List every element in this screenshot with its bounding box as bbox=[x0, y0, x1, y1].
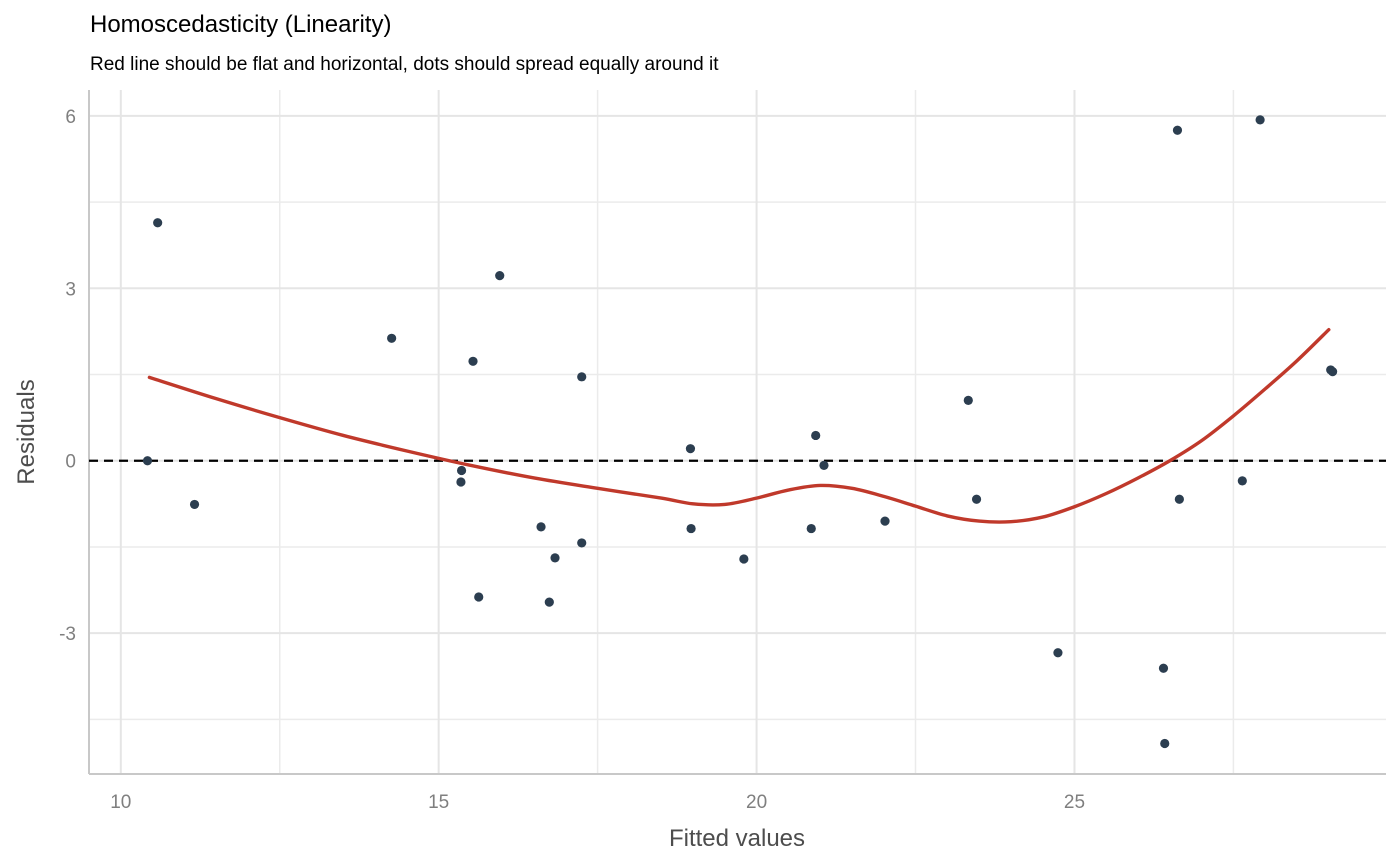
residual-point bbox=[685, 444, 696, 454]
x-tick-label: 10 bbox=[110, 792, 131, 813]
chart-subtitle: Red line should be flat and horizontal, … bbox=[90, 54, 719, 75]
residual-point bbox=[819, 460, 829, 470]
y-tick-label: 3 bbox=[65, 279, 76, 300]
chart-title: Homoscedasticity (Linearity) bbox=[90, 11, 391, 38]
y-tick-labels: -3 0 3 6 bbox=[59, 107, 76, 645]
residual-point bbox=[153, 218, 163, 228]
x-tick-label: 25 bbox=[1064, 792, 1085, 813]
residual-point bbox=[880, 516, 890, 526]
x-tick-label: 15 bbox=[428, 792, 449, 813]
residual-point bbox=[1327, 367, 1338, 377]
residual-point bbox=[577, 538, 587, 548]
residual-point bbox=[189, 499, 200, 510]
axes bbox=[88, 90, 1386, 775]
residual-point bbox=[739, 554, 749, 564]
residual-point bbox=[806, 523, 816, 534]
x-tick-label: 20 bbox=[746, 792, 767, 813]
y-axis-title: Residuals bbox=[13, 379, 40, 484]
residual-point bbox=[495, 271, 505, 281]
residual-point bbox=[456, 465, 467, 476]
residual-point bbox=[550, 553, 560, 563]
residual-point bbox=[544, 597, 554, 607]
residual-point bbox=[1174, 494, 1184, 504]
residual-point bbox=[536, 522, 546, 532]
residual-point bbox=[1053, 648, 1063, 658]
residual-point bbox=[456, 477, 466, 487]
residual-point bbox=[1160, 738, 1170, 749]
residual-point bbox=[1172, 125, 1183, 135]
residual-point bbox=[811, 430, 821, 441]
residual-point bbox=[142, 456, 153, 466]
smooth-line-group bbox=[147, 327, 1331, 524]
residual-point bbox=[1255, 115, 1265, 125]
points-group bbox=[142, 115, 1338, 749]
x-tick-labels: 10 15 20 25 bbox=[110, 792, 1085, 813]
y-tick-label: 0 bbox=[65, 452, 76, 473]
residual-point bbox=[474, 592, 484, 602]
residual-point bbox=[686, 523, 696, 534]
grid bbox=[89, 90, 1386, 774]
residual-point bbox=[1237, 476, 1247, 486]
smooth-fit-line bbox=[147, 327, 1331, 524]
residual-point bbox=[971, 494, 982, 504]
x-axis-title: Fitted values bbox=[669, 825, 805, 852]
y-tick-label: -3 bbox=[59, 624, 76, 645]
residual-point bbox=[963, 395, 973, 405]
residual-point bbox=[577, 372, 587, 382]
residual-point bbox=[1158, 663, 1169, 673]
residual-point bbox=[468, 356, 478, 366]
y-tick-label: 6 bbox=[65, 107, 76, 128]
residual-point bbox=[387, 333, 397, 343]
